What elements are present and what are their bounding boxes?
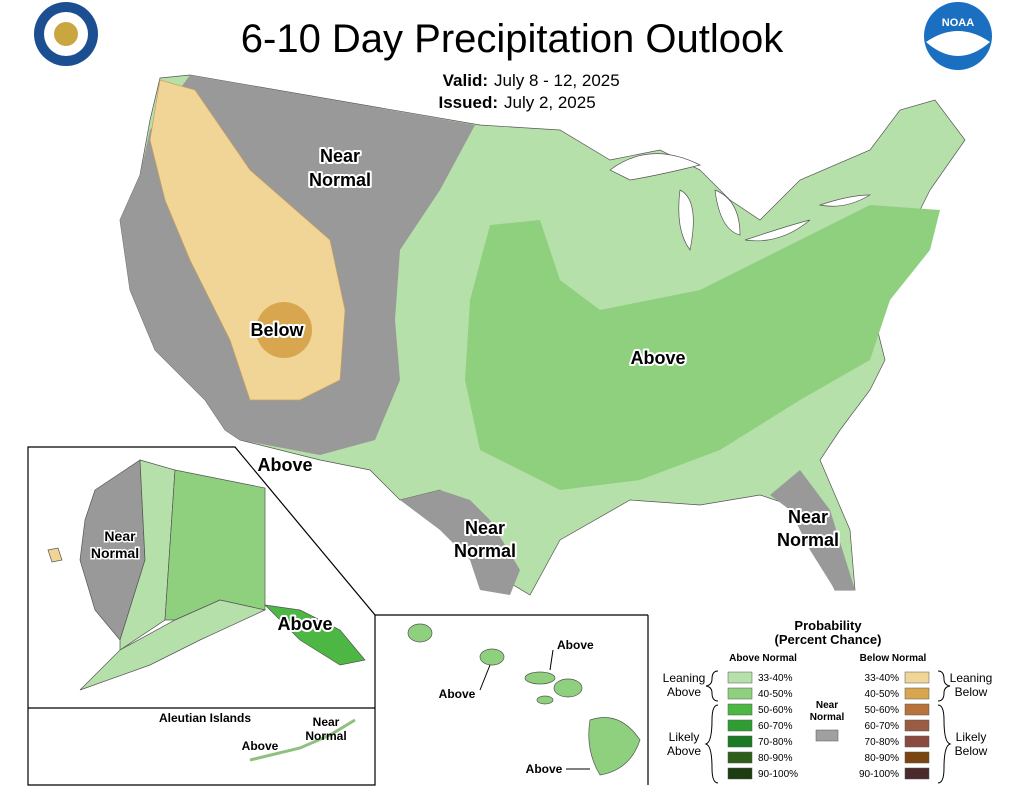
valid-dates: July 8 - 12, 2025 [494,71,620,90]
group-label: Leaning [950,671,993,685]
group-label: Below [955,685,988,699]
title: 6-10 Day Precipitation Outlook [241,17,785,61]
swatch [904,767,930,780]
region-label: Normal [91,545,139,561]
swatch [904,671,930,684]
swatch [815,729,839,742]
region-label: Near [465,518,505,538]
swatch [727,735,753,748]
legend-title: (Percent Chance) [775,632,882,647]
legend-heading: Above Normal [729,653,797,664]
region-label: Above [557,638,594,652]
region-label: Normal [309,170,371,190]
noaa-logo: NOAA [924,2,992,70]
inset-title: Aleutian Islands [159,711,251,725]
region-label: Normal [305,729,346,743]
swatch [904,735,930,748]
range-label: 33-40% [758,673,793,684]
aleutian-chain [249,718,356,762]
group-label: Above [667,744,701,758]
legend-heading: Below Normal [860,653,927,664]
region-label: Normal [777,530,839,550]
hawaii [407,623,641,776]
range-label: 60-70% [865,721,900,732]
region-label: Near [313,715,340,729]
swatch [727,671,753,684]
region-label: Above [439,687,476,701]
noaa-text: NOAA [942,17,974,29]
swatch [727,767,753,780]
brace [937,704,952,784]
swatch [904,751,930,764]
range-label: 90-100% [859,769,899,780]
range-label: 33-40% [865,673,900,684]
swatch [904,703,930,716]
brace [705,670,719,702]
region-label: Above [242,739,279,753]
range-label: 40-50% [865,689,900,700]
swatch [904,719,930,732]
legend: Probability (Percent Chance) Above Norma… [663,618,993,784]
swatch [727,751,753,764]
leader [479,664,491,691]
range-label: 80-90% [758,753,793,764]
issued-date: July 2, 2025 [504,93,596,112]
brace [937,670,951,702]
region-label: Above [630,348,685,368]
near-normal-label: Normal [810,712,845,723]
swatch [727,719,753,732]
group-label: Above [667,685,701,699]
commerce-seal [34,2,98,66]
region-label: Near [788,507,828,527]
leader [549,649,554,671]
range-label: 80-90% [865,753,900,764]
issued-label: Issued: [438,93,498,112]
range-label: 70-80% [865,737,900,748]
legend-title: Probability [794,618,862,633]
valid-label: Valid: [443,71,488,90]
range-label: 90-100% [758,769,798,780]
inset-border [27,446,376,786]
group-label: Leaning [663,671,706,685]
near-normal-label: Near [816,700,838,711]
range-label: 70-80% [758,737,793,748]
group-label: Likely [956,730,987,744]
region-label: Normal [454,541,516,561]
swatch [727,687,753,700]
region-label: Above [277,614,332,634]
region-label: Near [320,146,360,166]
region-label: Above [526,762,563,776]
swatch [904,687,930,700]
range-label: 60-70% [758,721,793,732]
group-label: Likely [669,730,700,744]
range-label: 50-60% [865,705,900,716]
region-label: Above [257,455,312,475]
range-label: 40-50% [758,689,793,700]
conus [119,74,966,596]
region-label: Below [250,320,304,340]
group-label: Below [955,744,988,758]
region-label: Near [104,528,136,544]
brace [704,704,719,784]
swatch [727,703,753,716]
range-label: 50-60% [758,705,793,716]
alaska [47,459,366,691]
